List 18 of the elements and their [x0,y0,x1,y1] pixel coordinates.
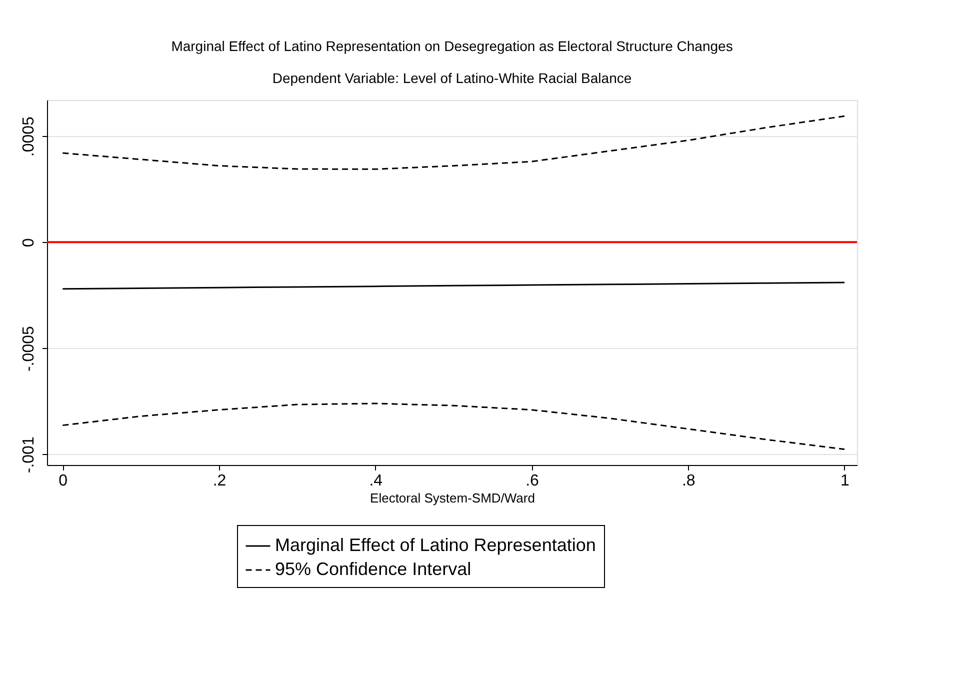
legend-label: Marginal Effect of Latino Representation [275,535,596,555]
x-tick-label: .2 [212,472,226,490]
legend-label: 95% Confidence Interval [275,559,472,579]
y-tick-label: 0 [20,238,38,248]
line-series [62,115,846,170]
line-series [62,282,846,290]
x-tick-label: .6 [526,472,540,490]
chart-title: Marginal Effect of Latino Representation on Desegregation as Electoral Structure Changes [171,38,733,54]
x-tick-label: 1 [840,472,850,490]
x-axis-title: Electoral System-SMD/Ward [370,490,535,506]
x-tick-label: .8 [682,472,696,490]
x-tick-label: 0 [58,472,68,490]
chart-subtitle: Dependent Variable: Level of Latino-White Racial Balance [272,70,632,86]
line-series [62,402,846,450]
y-tick-label: -.001 [20,436,38,474]
y-tick-label: -.0005 [20,326,38,372]
x-tick-label: .4 [369,472,383,490]
y-tick-label: .0005 [20,116,38,157]
